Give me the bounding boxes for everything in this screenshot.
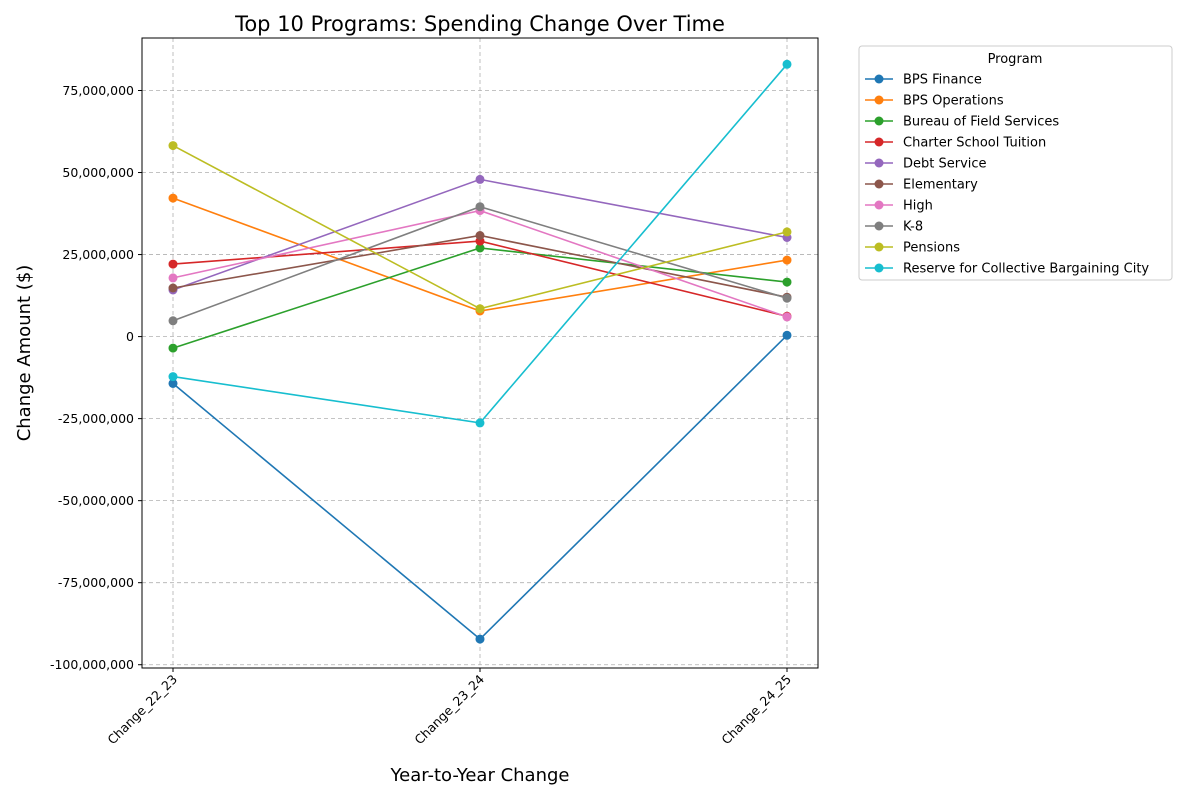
legend-marker [874,179,884,189]
legend-label: BPS Operations [903,94,1004,109]
legend-entry: High [865,199,933,214]
data-point [168,316,178,326]
y-tick-label: -75,000,000 [58,575,134,590]
plot-frame [141,37,819,669]
legend-label: Bureau of Field Services [903,115,1059,130]
legend: Program BPS Finance BPS Operations Bureau … [858,45,1173,281]
legend-marker [874,263,884,273]
data-point [168,283,178,293]
y-tick-label: 75,000,000 [62,83,134,98]
x-axis: Change_22_23 Change_23_24 Change_24_25 [104,668,794,747]
legend-entry: Bureau of Field Services [865,115,1059,130]
legend-entry: BPS Operations [865,94,1004,109]
x-tick-label: Change_24_25 [718,672,794,748]
legend-entry: Reserve for Collective Bargaining City [865,262,1149,277]
legend-label: Charter School Tuition [903,136,1046,151]
data-point [475,418,485,428]
y-axis-title: Change Amount ($) [14,265,35,442]
legend-label: High [903,199,933,214]
legend-marker [874,95,884,105]
data-point [782,312,792,322]
data-point [475,174,485,184]
y-tick-label: 25,000,000 [62,247,134,262]
legend-marker [874,116,884,126]
legend-label: Reserve for Collective Bargaining City [903,262,1149,277]
legend-marker [874,221,884,231]
series-lines [168,59,792,644]
x-tick-label: Change_22_23 [104,672,180,748]
legend-entry: BPS Finance [865,73,982,88]
data-point [475,243,485,253]
data-point [475,634,485,644]
legend-marker [874,200,884,210]
legend-entry: Charter School Tuition [865,136,1046,151]
legend-label: BPS Finance [903,73,982,88]
legend-entry: K-8 [865,220,923,235]
legend-title: Program [988,52,1043,67]
series-2 [168,243,792,353]
y-tick-label: -100,000,000 [50,657,134,672]
data-point [168,273,178,283]
legend-marker [874,74,884,84]
y-tick-label: 50,000,000 [62,165,134,180]
data-point [168,343,178,353]
y-tick-label: -50,000,000 [58,493,134,508]
data-point [168,141,178,151]
legend-label: Debt Service [903,157,987,172]
data-point [782,59,792,69]
chart-title: Top 10 Programs: Spending Change Over Ti… [234,12,725,36]
series-8 [168,141,792,314]
data-point [782,227,792,237]
y-tick-label: 0 [126,329,134,344]
data-point [168,372,178,382]
y-tick-label: -25,000,000 [58,411,134,426]
legend-marker [874,137,884,147]
data-point [475,231,485,240]
data-point [782,277,792,287]
data-point [168,379,178,388]
legend-marker [874,242,884,252]
x-axis-title: Year-to-Year Change [390,765,570,786]
data-point [168,193,178,203]
data-point [475,202,485,212]
data-point [475,304,485,314]
legend-entry: Debt Service [865,157,987,172]
data-point [782,255,792,265]
y-axis: -100,000,000 -75,000,000 -50,000,000 -25,00… [50,83,142,672]
data-point [782,330,792,340]
x-tick-label: Change_23_24 [411,671,487,747]
legend-label: Elementary [903,178,978,193]
legend-marker [874,158,884,168]
series-0 [168,330,792,644]
series-7 [168,202,792,326]
legend-label: Pensions [903,241,960,256]
data-point [782,293,792,303]
legend-entry: Elementary [865,178,978,193]
series-9 [168,59,792,428]
legend-frame [858,45,1173,281]
grid [142,38,818,668]
legend-entry: Pensions [865,241,960,256]
data-point [168,259,178,269]
legend-label: K-8 [903,220,923,235]
